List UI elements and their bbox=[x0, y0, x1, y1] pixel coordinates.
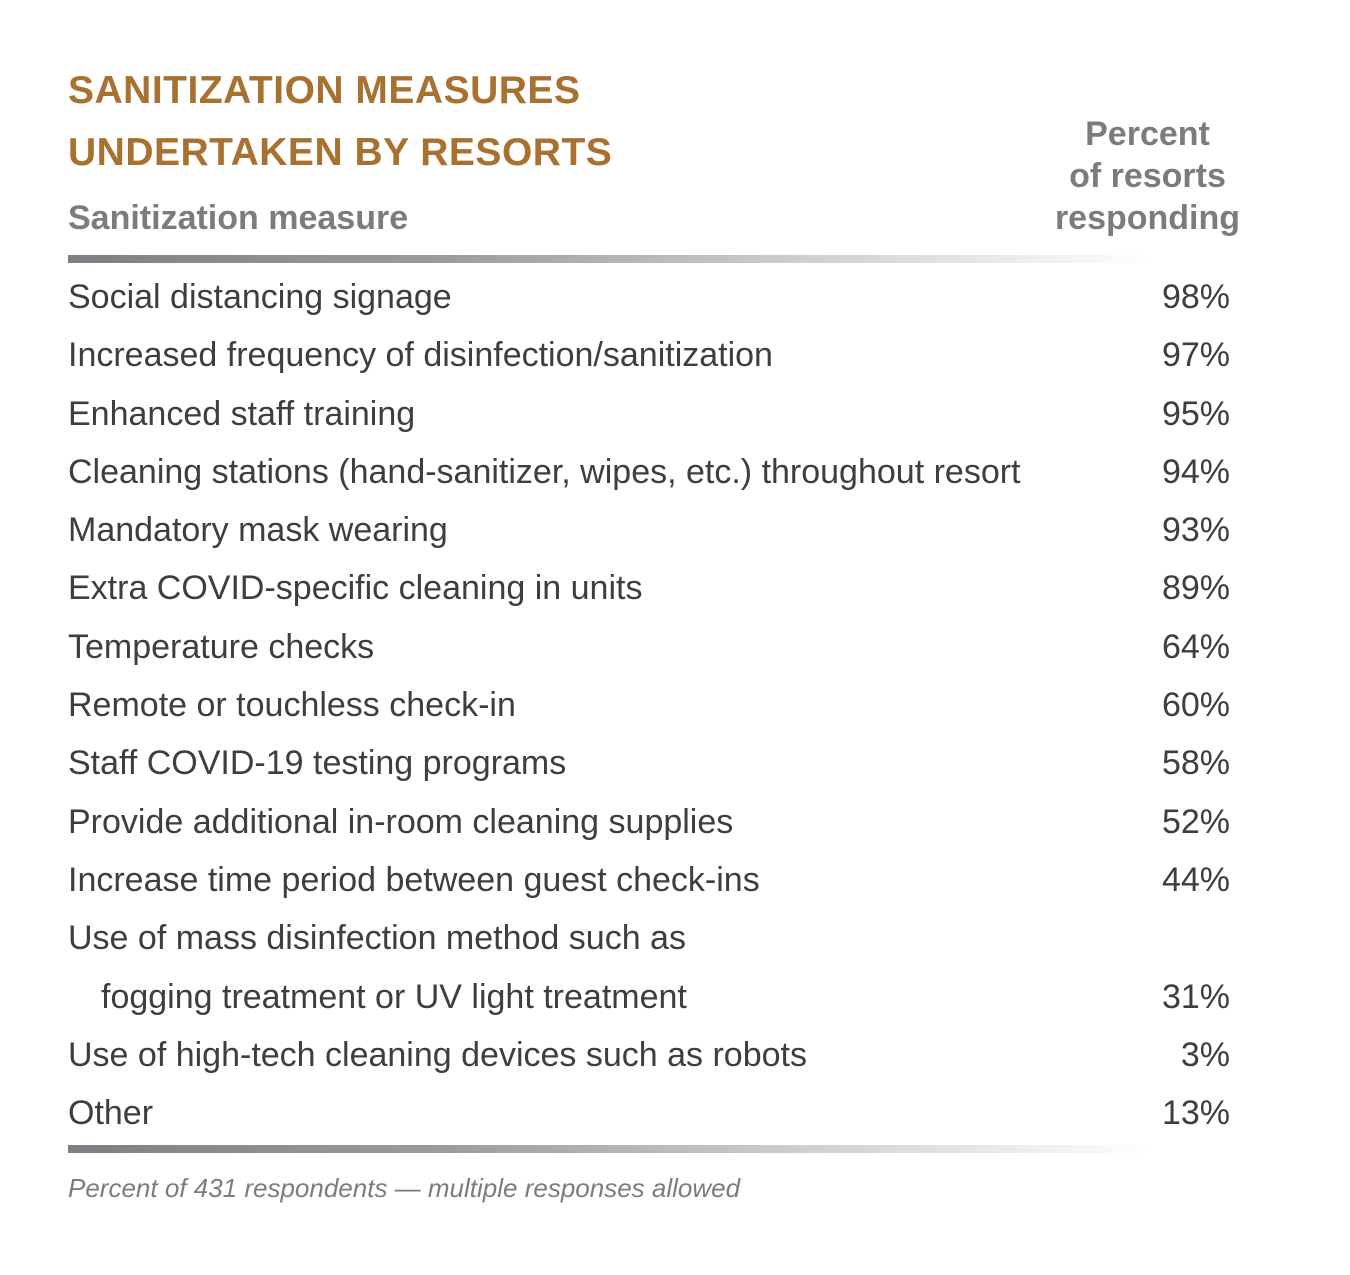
measure-label: Use of mass disinfection method such as bbox=[68, 919, 686, 958]
table-row: Increased frequency of disinfection/sani… bbox=[68, 326, 1230, 384]
chart-title-line-2: UNDERTAKEN BY RESORTS bbox=[68, 131, 613, 174]
measure-label: Enhanced staff training bbox=[68, 394, 416, 433]
percent-value: 3% bbox=[1180, 1035, 1230, 1074]
table-row: Enhanced staff training 95% bbox=[68, 385, 1230, 443]
table-row: Mandatory mask wearing 93% bbox=[68, 501, 1230, 559]
table-row: Staff COVID-19 testing programs 58% bbox=[68, 734, 1230, 792]
measure-column-header: Sanitization measure bbox=[68, 199, 409, 237]
table-row: Remote or touchless check-in 60% bbox=[68, 676, 1230, 734]
percent-value: 98% bbox=[1161, 278, 1230, 316]
measure-label: fogging treatment or UV light treatment bbox=[101, 977, 687, 1016]
percent-value: 95% bbox=[1161, 394, 1230, 433]
percent-value: 60% bbox=[1161, 686, 1230, 725]
percent-header-line-1: Percent bbox=[1085, 115, 1210, 153]
measure-label: Social distancing signage bbox=[68, 278, 452, 316]
measure-label: Use of high-tech cleaning devices such a… bbox=[68, 1035, 807, 1074]
percent-value: 94% bbox=[1161, 452, 1230, 491]
measure-label: Increased frequency of disinfection/sani… bbox=[68, 336, 773, 375]
table-row: Temperature checks 64% bbox=[68, 618, 1230, 676]
percent-value: 89% bbox=[1161, 569, 1230, 608]
percent-value: 64% bbox=[1161, 627, 1230, 666]
footnote: Percent of 431 respondents — multiple re… bbox=[68, 1173, 741, 1203]
measure-label: Increase time period between guest check… bbox=[68, 860, 760, 899]
footer-divider bbox=[68, 1145, 1153, 1153]
measure-label: Cleaning stations (hand-sanitizer, wipes… bbox=[68, 452, 1021, 491]
table-row: Provide additional in-room cleaning supp… bbox=[68, 793, 1230, 851]
chart-title-line-1: SANITIZATION MEASURES bbox=[68, 69, 581, 112]
table-body: Social distancing signage 98% Increased fr… bbox=[68, 268, 1230, 1142]
percent-value: 58% bbox=[1161, 744, 1230, 783]
measure-label: Other bbox=[68, 1094, 154, 1133]
measure-label: Mandatory mask wearing bbox=[68, 511, 448, 550]
table-row: Use of high-tech cleaning devices such a… bbox=[68, 1026, 1230, 1084]
percent-value: 97% bbox=[1161, 336, 1230, 375]
table-row: Use of mass disinfection method such as bbox=[68, 909, 1230, 967]
percent-header-line-3: responding bbox=[1054, 199, 1241, 237]
percent-value: 31% bbox=[1161, 977, 1230, 1016]
measure-label: Provide additional in-room cleaning supp… bbox=[68, 802, 734, 841]
measure-label: Extra COVID-specific cleaning in units bbox=[68, 569, 643, 608]
measure-label: Temperature checks bbox=[68, 627, 375, 666]
table-row: Increase time period between guest check… bbox=[68, 851, 1230, 909]
percent-value: 93% bbox=[1161, 511, 1230, 550]
percent-column-header: Percent of resorts responding bbox=[1040, 113, 1255, 239]
percent-value: 13% bbox=[1161, 1094, 1230, 1133]
table-row: Social distancing signage 98% bbox=[68, 268, 1230, 326]
table-row: Cleaning stations (hand-sanitizer, wipes… bbox=[68, 443, 1230, 501]
percent-value: 44% bbox=[1161, 860, 1230, 899]
table-row: Extra COVID-specific cleaning in units 89… bbox=[68, 559, 1230, 617]
chart-title: SANITIZATION MEASURES UNDERTAKEN BY RESO… bbox=[68, 60, 612, 184]
table-row: fogging treatment or UV light treatment 3… bbox=[68, 968, 1230, 1026]
percent-header-line-2: of resorts bbox=[1069, 157, 1226, 195]
percent-value: 52% bbox=[1161, 802, 1230, 841]
measure-label: Staff COVID-19 testing programs bbox=[68, 744, 567, 783]
header-divider bbox=[68, 255, 1153, 263]
table-row: Other 13% bbox=[68, 1084, 1230, 1142]
measure-label: Remote or touchless check-in bbox=[68, 686, 516, 725]
